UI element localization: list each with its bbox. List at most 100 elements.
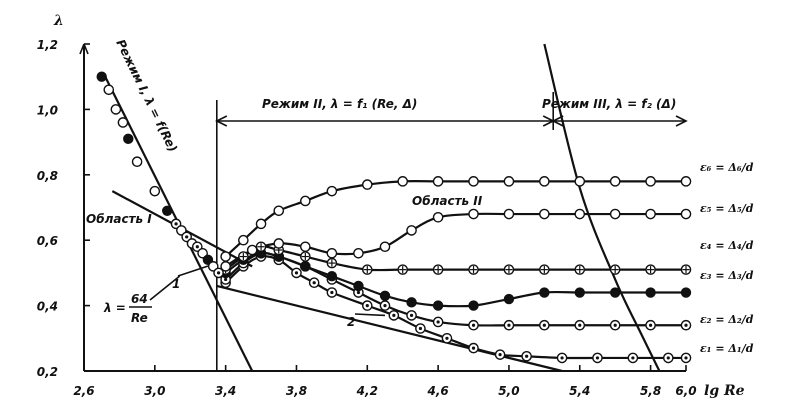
data-point-series-6	[539, 176, 550, 187]
x-tick-label: 4,2	[356, 384, 378, 398]
series-label-4: ε₄ = Δ₄/d	[700, 239, 754, 252]
marker-open-circle	[361, 179, 373, 190]
marker-center-dot	[542, 323, 546, 327]
marker-open-circle	[238, 234, 249, 246]
marker-center-dot	[356, 290, 361, 295]
marker-open-circle	[131, 156, 143, 168]
marker-filled-circle	[379, 290, 391, 301]
marker-filled-circle	[162, 205, 173, 216]
marker-center-dot	[312, 281, 316, 285]
data-point-series-2	[468, 319, 479, 331]
data-point-series-3	[574, 287, 585, 298]
marker-center-dot	[507, 323, 511, 327]
marker-center-dot	[525, 354, 529, 358]
marker-center-dot	[224, 277, 228, 282]
x-tick-label: 6,0	[675, 384, 696, 398]
marker-open-circle	[300, 241, 311, 253]
data-point-series-4	[574, 264, 586, 275]
data-point-series-2	[645, 319, 656, 331]
data-point-laminar	[110, 104, 122, 115]
marker-center-dot	[631, 356, 635, 360]
data-point-laminar	[123, 133, 134, 145]
marker-center-dot	[436, 320, 440, 324]
data-point-series-1	[441, 332, 453, 344]
data-point-series-4	[397, 264, 409, 275]
marker-center-dot	[498, 353, 502, 357]
data-point-series-5	[680, 208, 692, 220]
marker-center-dot	[560, 356, 564, 360]
data-point-series-1	[627, 352, 639, 364]
line2-leader	[354, 313, 386, 317]
marker-center-dot	[684, 323, 688, 327]
marker-open-circle	[503, 176, 515, 187]
data-point-series-1	[521, 350, 532, 362]
data-point-series-4	[326, 257, 338, 269]
data-point-series-3	[406, 297, 417, 308]
data-point-series-4	[468, 264, 479, 275]
marker-filled-circle	[96, 71, 107, 82]
data-point-series-5	[468, 208, 479, 220]
data-point-series-3	[645, 287, 656, 298]
marker-open-circle	[353, 247, 364, 259]
data-point-series-3	[326, 270, 338, 282]
x-tick-label: 5,4	[569, 384, 590, 398]
data-point-series-4	[255, 241, 267, 253]
marker-open-circle	[103, 84, 115, 96]
data-point-series-4	[609, 264, 621, 275]
marker-open-circle	[326, 247, 338, 259]
marker-open-circle	[406, 225, 417, 236]
marker-open-circle	[197, 247, 208, 259]
marker-open-circle	[609, 176, 621, 187]
data-point-series-1	[662, 352, 674, 364]
marker-center-dot	[383, 304, 387, 308]
series-label-1: ε₁ = Δ₁/d	[700, 342, 754, 355]
marker-filled-circle	[609, 287, 621, 298]
series-curve-3	[224, 252, 686, 308]
x-tick-label: 2,6	[73, 384, 94, 398]
data-point-series-2	[574, 319, 586, 331]
area1-label: Область I	[86, 212, 152, 226]
marker-open-circle	[432, 212, 444, 223]
data-point-series-6	[220, 251, 231, 262]
marker-open-circle	[397, 176, 409, 187]
data-point-laminar	[96, 71, 107, 82]
marker-open-circle	[432, 176, 444, 187]
marker-filled-circle	[680, 287, 692, 298]
marker-open-circle	[273, 238, 285, 249]
marker-open-circle	[110, 104, 122, 115]
marker-open-circle	[645, 208, 656, 220]
data-point-series-5	[379, 241, 391, 253]
data-point-series-1	[494, 349, 506, 360]
data-point-series-4	[361, 264, 373, 275]
marker-open-circle	[680, 176, 692, 187]
data-point-series-1	[361, 300, 373, 311]
data-point-series-5	[406, 225, 417, 236]
marker-center-dot	[418, 326, 423, 331]
data-point-series-5	[432, 212, 444, 223]
marker-open-circle	[574, 208, 586, 220]
marker-center-dot	[471, 323, 476, 327]
data-point-series-5	[326, 247, 338, 259]
laminar-formula-lhs: λ =	[103, 301, 126, 315]
data-point-series-3	[432, 300, 444, 311]
data-point-series-1	[468, 342, 479, 354]
regime1-label: Режим I, λ = f(Re)	[113, 37, 180, 154]
data-point-laminar	[213, 267, 224, 279]
series-label-3: ε₃ = Δ₃/d	[700, 269, 754, 282]
marker-filled-circle	[539, 287, 550, 298]
marker-center-dot	[445, 336, 449, 340]
x-tick-label: 4,6	[426, 384, 448, 398]
data-point-laminar	[162, 205, 173, 216]
data-point-series-3	[468, 300, 479, 311]
y-axis-arrow	[79, 43, 85, 55]
data-point-laminar	[197, 247, 208, 259]
marker-center-dot	[666, 356, 670, 360]
marker-open-circle	[117, 117, 129, 128]
x-tick-label: 3,8	[286, 384, 307, 398]
y-axis-label: λ	[53, 13, 64, 29]
series-label-2: ε₂ = Δ₂/d	[700, 313, 754, 326]
marker-center-dot	[174, 222, 178, 226]
marker-center-dot	[471, 346, 476, 350]
data-point-series-3	[680, 287, 692, 298]
